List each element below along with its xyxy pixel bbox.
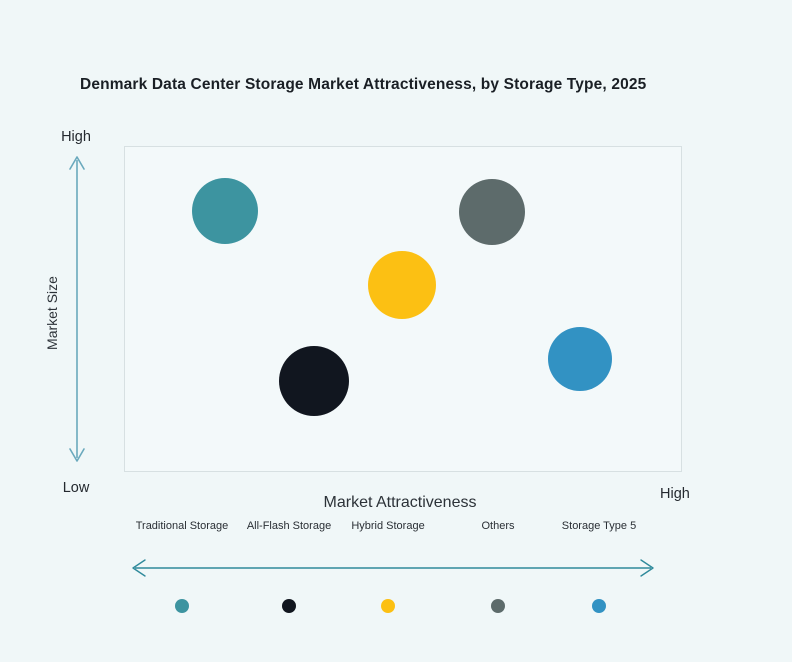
legend-label-1: All-Flash Storage xyxy=(246,520,332,532)
y-axis-title: Market Size xyxy=(44,276,60,350)
legend-label-2: Hybrid Storage xyxy=(351,520,425,532)
bubble-all-flash-storage[interactable] xyxy=(279,346,349,416)
legend-dot-2[interactable] xyxy=(381,599,395,613)
y-axis-high-label: High xyxy=(61,129,91,145)
legend-label-3: Others xyxy=(481,520,515,532)
chart-title: Denmark Data Center Storage Market Attra… xyxy=(80,76,647,93)
legend-dot-0[interactable] xyxy=(175,599,189,613)
legend-axis-arrow-icon xyxy=(132,559,654,577)
y-axis-arrow-icon xyxy=(69,156,85,462)
legend-label-0: Traditional Storage xyxy=(135,520,229,532)
legend-dot-1[interactable] xyxy=(282,599,296,613)
legend-dot-4[interactable] xyxy=(592,599,606,613)
bubble-others[interactable] xyxy=(459,179,525,245)
x-axis-high-label: High xyxy=(660,486,690,502)
bubble-traditional-storage[interactable] xyxy=(192,178,258,244)
bubble-storage-type-5[interactable] xyxy=(548,327,612,391)
x-axis-title: Market Attractiveness xyxy=(323,494,477,511)
y-axis-low-label: Low xyxy=(62,480,90,496)
legend-dot-3[interactable] xyxy=(491,599,505,613)
bubble-hybrid-storage[interactable] xyxy=(368,251,436,319)
legend-label-4: Storage Type 5 xyxy=(561,520,637,532)
